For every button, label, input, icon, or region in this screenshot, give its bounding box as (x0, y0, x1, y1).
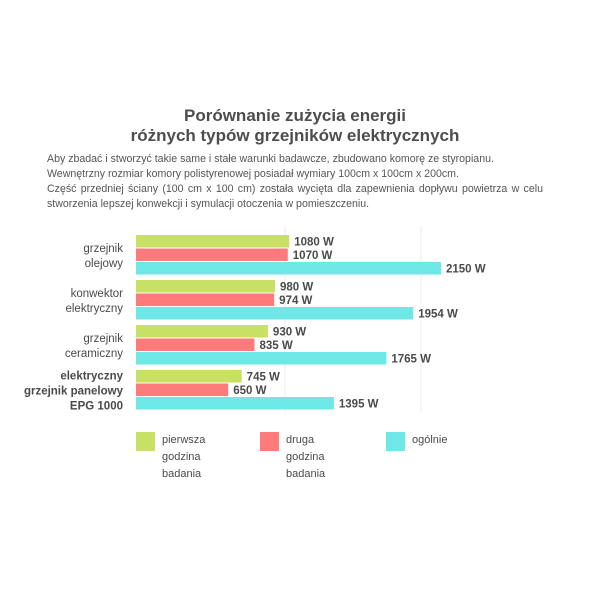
category-label-3-1: grzejnik panelowy (24, 385, 124, 397)
chart-title-line-2: różnych typów grzejników elektrycznych (130, 126, 460, 145)
data-label-1-2: 1954 W (418, 309, 458, 321)
legend-label-1-line-1: godzina (286, 451, 325, 463)
legend-label-1-line-0: druga (286, 434, 315, 446)
description-line-3: Część przedniej ściany (100 cm x 100 cm)… (47, 183, 543, 210)
description-line-2: Wewnętrzny rozmiar komory polistyrenowej… (47, 168, 459, 180)
data-label-3-2: 1395 W (339, 399, 379, 411)
bar-2-2 (136, 352, 387, 365)
category-label-2-0: grzejnik (83, 333, 123, 345)
chart-title: Porównanie zużycia energii różnych typów… (0, 106, 590, 146)
category-label-3-2: EPG 1000 (70, 400, 123, 412)
data-label-0-1: 1070 W (293, 250, 333, 262)
legend-item-0: pierwsza godzina badania (136, 432, 232, 483)
bar-2-1 (136, 338, 255, 351)
legend-swatch-2 (386, 432, 405, 451)
data-label-1-1: 974 W (279, 295, 312, 307)
legend-item-1: druga godzina badania (260, 432, 356, 483)
data-label-2-2: 1765 W (391, 354, 431, 366)
bar-2-0 (136, 325, 268, 338)
data-label-3-1: 650 W (233, 385, 266, 397)
bar-1-1 (136, 293, 275, 306)
legend-label-0: pierwsza godzina badania (162, 432, 232, 483)
legend-swatch-1 (260, 432, 279, 451)
category-label-0-0: grzejnik (83, 243, 123, 255)
category-label-0-1: olejowy (85, 258, 124, 270)
data-label-1-0: 980 W (280, 282, 313, 294)
bar-0-0 (136, 235, 290, 248)
data-label-0-2: 2150 W (446, 264, 486, 276)
bar-0-1 (136, 248, 288, 261)
legend-label-0-line-1: godzina (162, 451, 201, 463)
bar-3-2 (136, 397, 334, 410)
bar-3-1 (136, 383, 229, 396)
bar-0-2 (136, 262, 441, 275)
legend-swatch-0 (136, 432, 155, 451)
legend-label-2-line-0: ogólnie (412, 434, 448, 446)
legend-label-1: druga godzina badania (286, 432, 356, 483)
legend-label-0-line-0: pierwsza (162, 434, 206, 446)
legend-label-0-line-2: badania (162, 468, 202, 480)
data-label-2-0: 930 W (273, 327, 306, 339)
category-label-2-1: ceramiczny (65, 348, 123, 360)
description: Aby zbadać i stworzyć takie same i stałe… (47, 152, 543, 212)
category-label-1-1: elektryczny (65, 303, 123, 315)
legend-item-2: ogólnie (386, 432, 482, 451)
category-label-1-0: konwektor (71, 288, 124, 300)
legend-label-1-line-2: badania (286, 468, 326, 480)
category-label-3-0: elektryczny (60, 370, 123, 382)
chart-title-line-1: Porównanie zużycia energii (183, 106, 406, 125)
description-line-1: Aby zbadać i stworzyć takie same i stałe… (47, 153, 494, 165)
data-label-3-0: 745 W (247, 372, 280, 384)
bar-3-0 (136, 370, 242, 383)
legend-label-2: ogólnie (412, 432, 482, 449)
bar-1-2 (136, 307, 414, 320)
data-label-0-0: 1080 W (294, 237, 334, 249)
bar-1-0 (136, 280, 276, 293)
data-label-2-1: 835 W (259, 340, 292, 352)
